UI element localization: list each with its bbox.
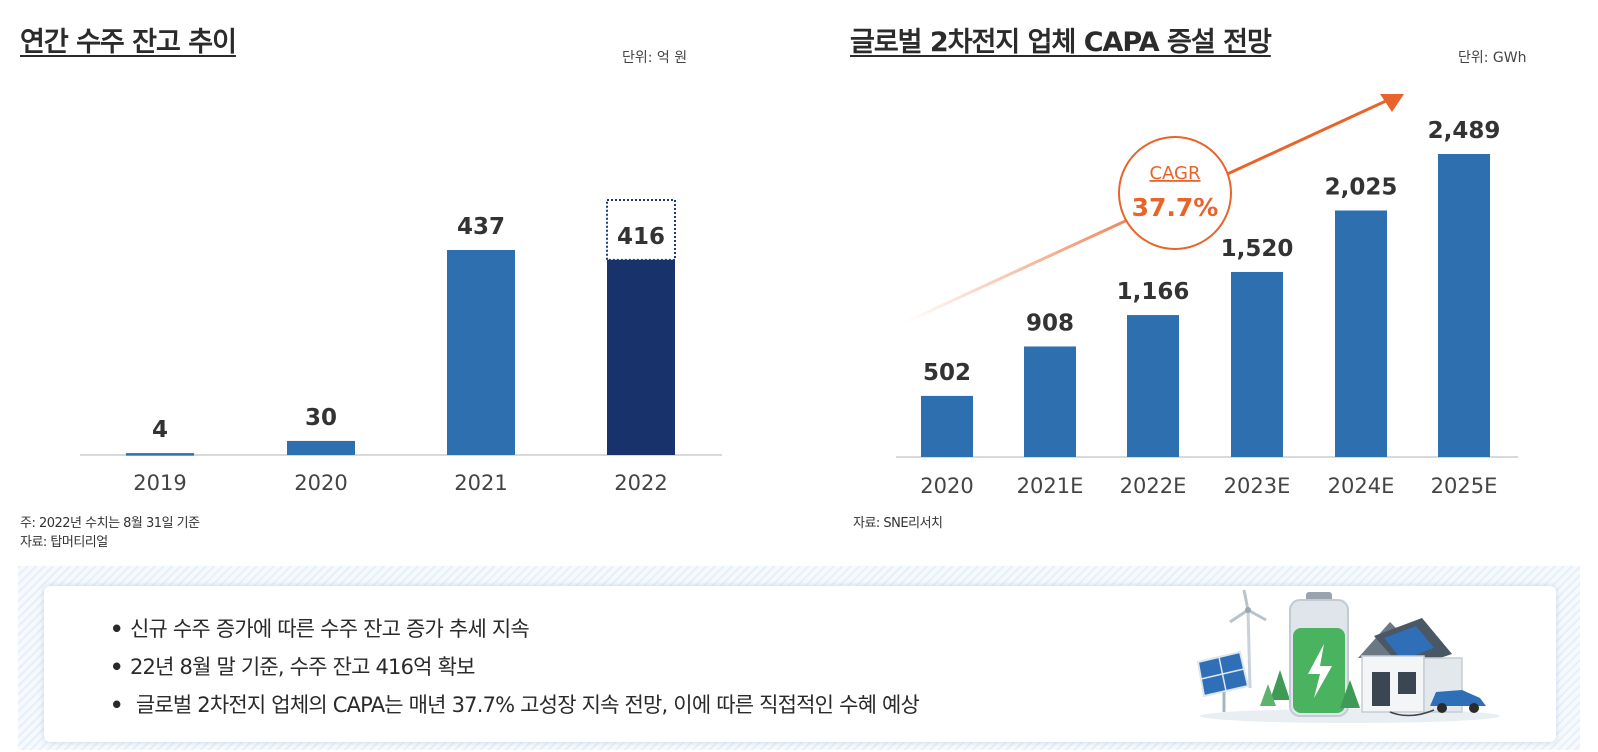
left-note-line: 주: 2022년 수치는 8월 31일 기준 (20, 516, 200, 531)
data-label: 437 (457, 214, 505, 240)
right-bar-chart: 502 2020 908 2021E 1,166 2022E 1,520 2023E 2,025… (896, 94, 1518, 498)
bar (126, 453, 194, 456)
bullet-text: 신규 수주 증가에 따른 수주 잔고 증가 추세 지속 (130, 617, 530, 641)
x-tick-label: 2021 (454, 471, 507, 495)
data-label: 4 (152, 417, 168, 443)
left-note-line: 자료: 탑머티리얼 (20, 535, 108, 550)
summary-bullet-item: • 신규 수주 증가에 따른 수주 잔고 증가 추세 지속 (110, 610, 919, 648)
bar (1231, 271, 1283, 457)
cagr-arrow-head (1380, 94, 1404, 112)
right-chart-title: 글로벌 2차전지 업체 CAPA 증설 전망 (850, 27, 1272, 58)
right-chart-notes: 자료: SNE리서치 (853, 514, 943, 533)
bar (921, 395, 973, 457)
cagr-circle (1118, 136, 1232, 250)
summary-bullet-item: • 22년 8월 말 기준, 수주 잔고 416억 확보 (110, 648, 919, 686)
bar (447, 250, 515, 455)
x-tick-label: 2020 (920, 474, 973, 498)
bar (1335, 210, 1387, 457)
bar (607, 259, 675, 455)
data-label: 2,489 (1428, 118, 1501, 144)
right-note-line: 자료: SNE리서치 (853, 516, 943, 531)
bar (1438, 154, 1490, 457)
data-label: 502 (923, 360, 971, 386)
data-label: 416 (617, 224, 665, 250)
x-tick-label: 2022E (1120, 474, 1187, 498)
data-label: 1,166 (1117, 279, 1190, 305)
battery-renewable-energy-icon (1196, 589, 1500, 723)
left-bar-chart: 4 2019 30 2020 437 2021 416 2022 (80, 199, 722, 495)
data-label: 30 (305, 405, 337, 431)
left-chart-notes: 주: 2022년 수치는 8월 31일 기준 자료: 탑머티리얼 (20, 514, 200, 552)
left-chart-title: 연간 수주 잔고 추이 (20, 27, 237, 58)
x-tick-label: 2024E (1328, 474, 1395, 498)
data-label: 908 (1026, 310, 1074, 336)
bar (1127, 315, 1179, 457)
x-tick-label: 2023E (1224, 474, 1291, 498)
summary-bullet-item: • 글로벌 2차전지 업체의 CAPA는 매년 37.7% 고성장 지속 전망,… (110, 686, 920, 724)
bullet-marker: • (110, 693, 123, 717)
left-chart-unit: 단위: 억 원 (622, 50, 688, 66)
x-tick-label: 2021E (1017, 474, 1084, 498)
cagr-label: CAGR (1149, 163, 1200, 184)
x-tick-label: 2025E (1431, 474, 1498, 498)
bullet-text: 22년 8월 말 기준, 수주 잔고 416억 확보 (130, 655, 475, 679)
x-tick-label: 2020 (294, 471, 347, 495)
bar (1024, 346, 1076, 457)
right-chart-unit: 단위: GWh (1458, 50, 1527, 66)
x-tick-label: 2022 (614, 471, 667, 495)
cagr-value: 37.7% (1132, 193, 1219, 222)
x-tick-label: 2019 (133, 471, 186, 495)
data-label: 1,520 (1221, 236, 1294, 262)
bullet-text: 글로벌 2차전지 업체의 CAPA는 매년 37.7% 고성장 지속 전망, 이… (130, 693, 920, 717)
bar (287, 440, 355, 455)
summary-bullets: • 신규 수주 증가에 따른 수주 잔고 증가 추세 지속 • 22년 8월 말 기… (110, 610, 920, 724)
data-label: 2,025 (1325, 174, 1398, 200)
bullet-marker: • (110, 617, 123, 641)
bullet-marker: • (110, 655, 123, 679)
